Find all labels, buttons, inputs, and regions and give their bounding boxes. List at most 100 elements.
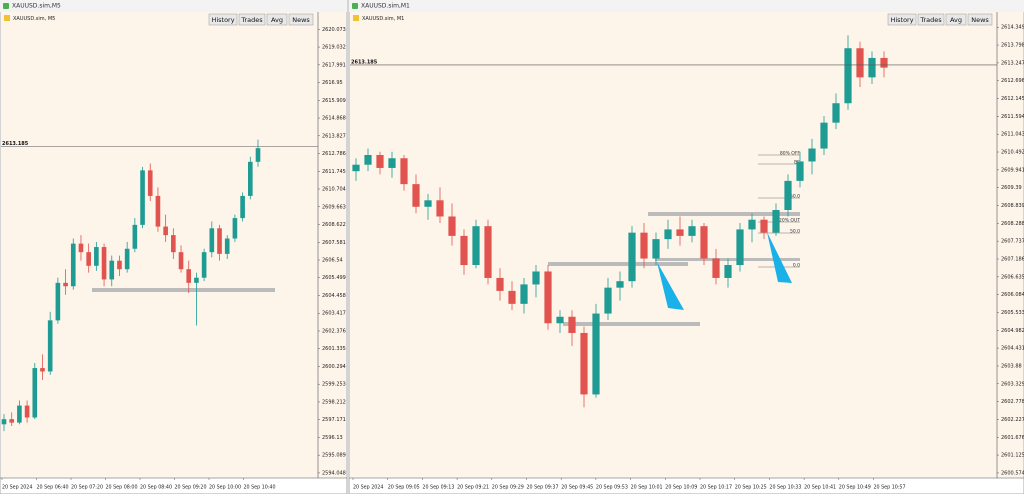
candle-body (784, 180, 792, 211)
y-tick-label: 2601.125 (1001, 453, 1024, 459)
fib-label: 80% OFF (780, 151, 801, 157)
y-tick-label: 2595.089 (322, 453, 346, 459)
candle-body (1, 419, 7, 425)
window-icon (352, 3, 358, 9)
candle-body (78, 243, 84, 253)
toolbar-button-label[interactable]: History (211, 16, 234, 24)
candle-body (532, 271, 540, 285)
candle-body (652, 239, 660, 259)
toolbar-button-label[interactable]: News (971, 16, 989, 24)
candle-body (580, 332, 588, 395)
y-tick-label: 2609.39 (1001, 185, 1022, 191)
y-tick-label: 2608.288 (1001, 221, 1024, 227)
plot-area (350, 12, 997, 478)
symbol-icon (4, 15, 10, 21)
candle-body (556, 316, 564, 324)
y-tick-label: 2604.431 (1001, 346, 1024, 352)
candle-body (688, 226, 696, 236)
candle-body (460, 235, 468, 266)
candle-body (724, 265, 732, 278)
candle-body (664, 229, 672, 240)
y-tick-label: 2601.676 (1001, 435, 1024, 441)
candle-body (640, 232, 648, 259)
y-tick-label: 2597.171 (322, 417, 346, 423)
toolbar-button-label[interactable]: News (292, 16, 310, 24)
axis-area (318, 12, 346, 478)
candle-body (24, 405, 30, 418)
fib-label: 20% OUT (779, 218, 800, 224)
candle-body (616, 281, 624, 288)
x-tick-label: 20 Sep 09:05 (388, 485, 420, 491)
fib-label: 50.0 (790, 194, 800, 200)
toolbar-button-label[interactable]: History (890, 16, 913, 24)
candle-body (748, 219, 756, 230)
toolbar-button[interactable] (917, 13, 945, 26)
x-tick-label: 20 Sep 10:33 (769, 485, 801, 491)
toolbar-button[interactable] (208, 13, 238, 26)
y-tick-label: 2603.417 (322, 311, 346, 317)
toolbar-button[interactable] (887, 13, 917, 26)
level-zone (655, 258, 800, 261)
toolbar-button[interactable] (288, 13, 314, 26)
toolbar-button[interactable] (238, 13, 266, 26)
candle-body (400, 158, 408, 185)
y-tick-label: 2612.145 (1001, 96, 1024, 102)
y-tick-label: 2603.88 (1001, 363, 1022, 369)
candle-body (508, 290, 516, 304)
toolbar-button[interactable] (266, 13, 288, 26)
y-tick-label: 2599.253 (322, 382, 346, 388)
x-tick-label: 20 Sep 09:21 (457, 485, 489, 491)
y-tick-label: 2617.991 (322, 62, 346, 68)
y-tick-label: 2610.492 (1001, 150, 1024, 156)
y-tick-label: 2605.499 (322, 275, 346, 281)
y-tick-label: 2619.032 (322, 45, 346, 51)
fib-label: 0.0 (793, 263, 800, 269)
y-tick-label: 2615.909 (322, 98, 346, 104)
x-tick-label: 20 Sep 09:20 (175, 485, 207, 491)
candle-body (40, 368, 45, 372)
y-tick-label: 2609.941 (1001, 167, 1024, 173)
y-tick-label: 2614.349 (1001, 25, 1024, 31)
y-tick-label: 2594.048 (322, 470, 346, 476)
candle-body (856, 48, 864, 78)
toolbar-button-label[interactable]: Avg (950, 16, 962, 24)
candle-body (568, 316, 576, 333)
candle-body (140, 170, 145, 225)
y-tick-label: 2606.54 (322, 257, 343, 263)
candle-body (496, 277, 504, 291)
y-tick-label: 2607.737 (1001, 239, 1024, 245)
candle-body (255, 148, 261, 162)
candle-body (832, 103, 840, 123)
candle-body (117, 260, 122, 270)
arrow-marker (657, 262, 684, 310)
y-tick-label: 2616.95 (322, 80, 343, 86)
price-line-label: 2613.185 (2, 141, 29, 147)
y-tick-label: 2598.212 (322, 399, 346, 405)
candle-body (178, 252, 184, 270)
candle-body (70, 243, 76, 287)
toolbar-button[interactable] (967, 13, 993, 26)
x-tick-label: 20 Sep 09:53 (596, 485, 628, 491)
candle-body (86, 252, 91, 266)
window-icon (3, 3, 9, 9)
y-tick-label: 2600.294 (322, 364, 346, 370)
candle-body (484, 226, 492, 278)
y-tick-label: 2596.13 (322, 435, 343, 441)
x-tick-label: 20 Sep 09:45 (561, 485, 593, 491)
y-tick-label: 2611.594 (1001, 114, 1024, 120)
y-tick-label: 2608.839 (1001, 203, 1024, 209)
candle-body (448, 216, 456, 236)
x-tick-label: 20 Sep 10:01 (631, 485, 663, 491)
candle-body (132, 224, 138, 249)
toolbar-button-label[interactable]: Avg (271, 16, 283, 24)
toolbar-button-label[interactable]: Trades (919, 16, 942, 24)
candle-body (796, 161, 804, 181)
candle-body (376, 155, 384, 168)
toolbar-button[interactable] (945, 13, 967, 26)
candle-body (209, 228, 215, 253)
x-tick-label: 20 Sep 09:37 (527, 485, 559, 491)
candle-body (186, 269, 192, 283)
candle-body (217, 228, 222, 254)
toolbar-button-label[interactable]: Trades (240, 16, 263, 24)
